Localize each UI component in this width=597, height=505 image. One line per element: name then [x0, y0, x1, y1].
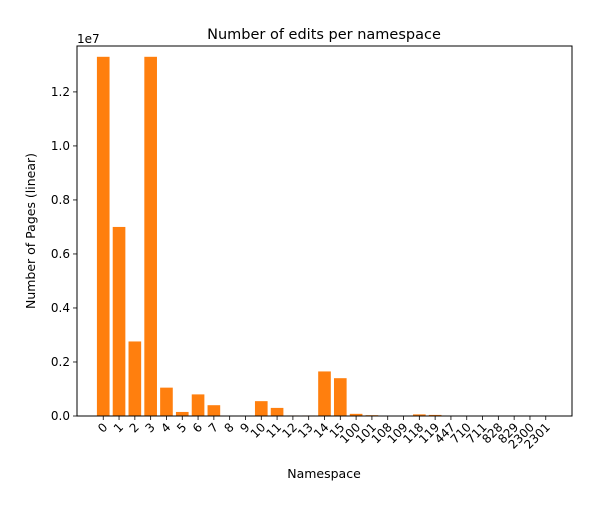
bar-119 — [428, 414, 442, 416]
bar-1 — [112, 226, 126, 416]
bar-3 — [144, 56, 157, 417]
bar-2 — [128, 341, 142, 416]
x-axis-label: Namespace — [287, 466, 361, 481]
bar-15 — [333, 378, 347, 416]
bar-7 — [207, 405, 221, 416]
y-tick-label: 0.2 — [51, 355, 70, 369]
bar-10 — [254, 401, 268, 416]
bar-6 — [191, 394, 205, 416]
y-tick-label: 1.2 — [51, 85, 70, 99]
bars-group — [96, 56, 553, 417]
bar-118 — [413, 414, 426, 416]
chart-title: Number of edits per namespace — [207, 27, 441, 43]
y-tick-label: 0.8 — [51, 193, 70, 207]
y-axis-label: Number of Pages (linear) — [23, 153, 38, 309]
y-tick-label: 0.6 — [51, 247, 70, 261]
y-tick-label: 0.4 — [51, 301, 70, 315]
y-tick-label: 0.0 — [51, 409, 70, 423]
bar-0 — [96, 56, 110, 417]
bar-100 — [349, 413, 363, 416]
y-tick-label: 1.0 — [51, 139, 70, 153]
bar-11 — [270, 407, 284, 416]
bar-5 — [175, 411, 189, 416]
y-ticks-group: 0.0 0.2 0.4 0.6 0.8 1.0 1.2 — [51, 85, 77, 423]
bar-4 — [160, 387, 173, 416]
plot-frame — [76, 45, 573, 417]
y-scale-label: 1e7 — [77, 32, 100, 46]
bar-14 — [318, 371, 331, 416]
